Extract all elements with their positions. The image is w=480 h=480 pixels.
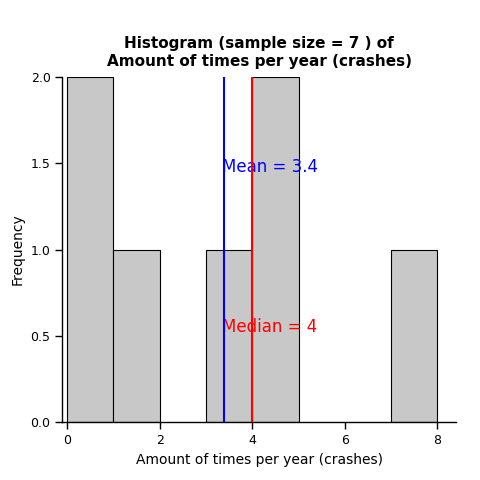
Bar <box>67 77 113 422</box>
Text: Mean = 3.4: Mean = 3.4 <box>222 157 318 176</box>
Title: Histogram (sample size = 7 ) of
Amount of times per year (crashes): Histogram (sample size = 7 ) of Amount o… <box>107 36 412 69</box>
Bar <box>206 250 252 422</box>
Bar <box>113 250 160 422</box>
Text: Median = 4: Median = 4 <box>222 318 317 336</box>
Bar <box>391 250 437 422</box>
Bar <box>252 77 299 422</box>
Y-axis label: Frequency: Frequency <box>11 214 25 286</box>
X-axis label: Amount of times per year (crashes): Amount of times per year (crashes) <box>136 453 383 467</box>
